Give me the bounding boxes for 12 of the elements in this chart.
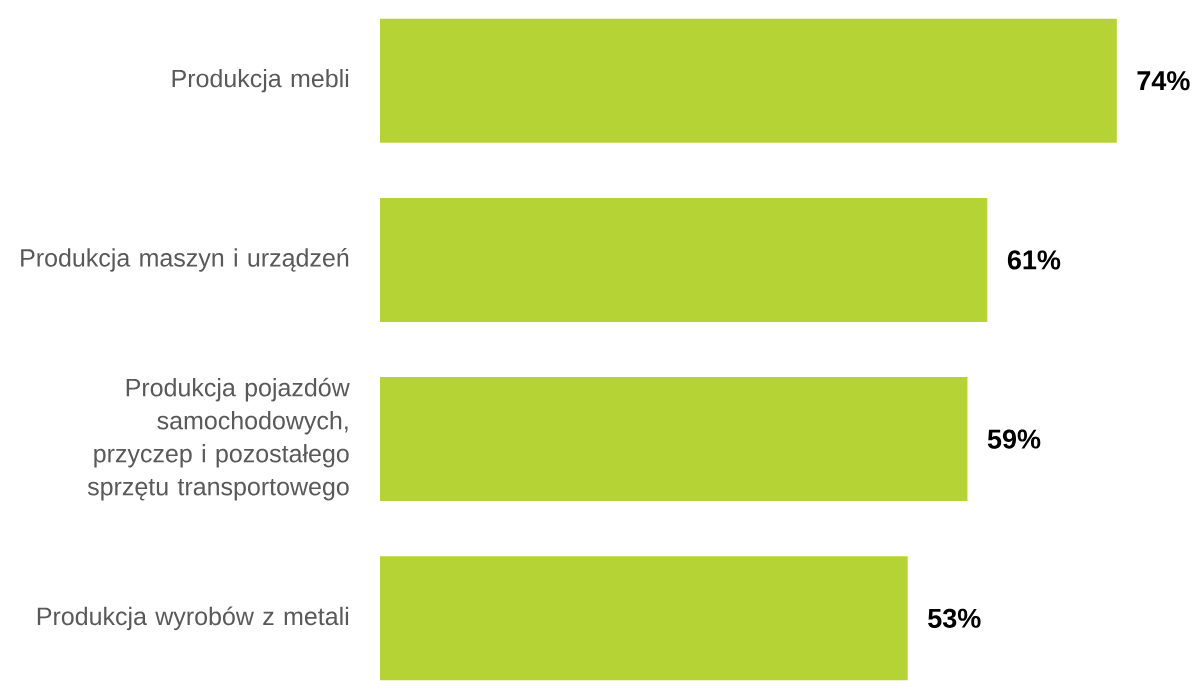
data-label: 74% (1137, 71, 1190, 91)
bar (380, 197, 988, 322)
bar (380, 556, 908, 681)
data-label: 61% (1007, 250, 1061, 270)
y-tick-label: Produkcja pojazdów samochodowych, przyczep i pozostałego sprzętu transportowego (87, 377, 350, 501)
data-label: 53% (928, 608, 981, 628)
data-label: 59% (987, 429, 1041, 449)
y-tick-label: Produkcja wyrobów z metali (37, 606, 349, 631)
bar (380, 18, 1117, 143)
y-tick-label: Produkcja mebli (172, 69, 349, 93)
bar (380, 377, 968, 502)
y-tick-label: Produkcja maszyn i urządzeń (21, 248, 349, 272)
